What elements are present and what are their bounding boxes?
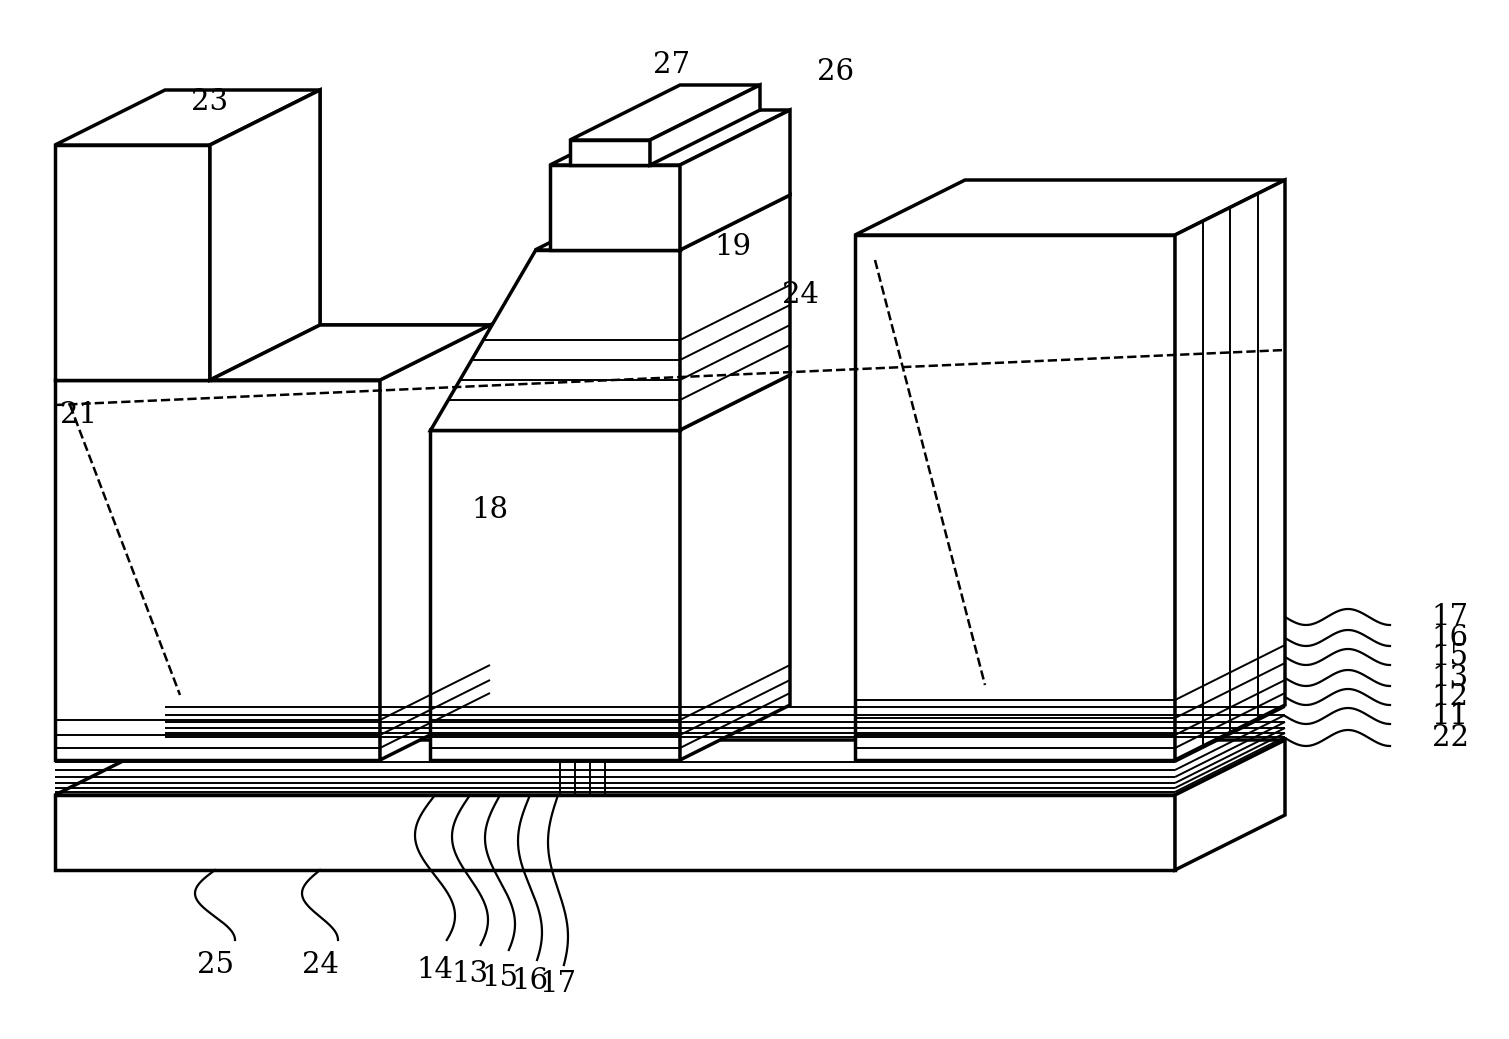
Polygon shape (54, 325, 490, 380)
Text: 14: 14 (416, 956, 454, 984)
Polygon shape (430, 430, 681, 760)
Text: 24: 24 (782, 281, 818, 309)
Polygon shape (54, 380, 380, 760)
Polygon shape (54, 795, 1176, 870)
Polygon shape (430, 250, 681, 430)
Polygon shape (570, 140, 650, 165)
Text: 21: 21 (59, 401, 97, 429)
Polygon shape (1176, 740, 1286, 870)
Text: 23: 23 (192, 88, 228, 116)
Polygon shape (856, 235, 1176, 760)
Polygon shape (549, 110, 791, 165)
Polygon shape (54, 740, 1286, 795)
Text: 17: 17 (539, 970, 576, 998)
Polygon shape (650, 85, 761, 165)
Polygon shape (570, 85, 761, 140)
Polygon shape (549, 165, 681, 250)
Text: 19: 19 (714, 233, 751, 261)
Text: 16: 16 (1432, 624, 1468, 652)
Text: 12: 12 (1432, 683, 1468, 711)
Polygon shape (54, 145, 210, 380)
Text: 15: 15 (1432, 643, 1468, 671)
Polygon shape (430, 375, 791, 430)
Polygon shape (210, 325, 490, 380)
Polygon shape (380, 325, 490, 760)
Text: 24: 24 (302, 951, 338, 979)
Text: 26: 26 (818, 58, 854, 86)
Text: 27: 27 (653, 51, 691, 79)
Text: 15: 15 (481, 964, 519, 992)
Polygon shape (210, 90, 320, 380)
Text: 16: 16 (512, 967, 549, 995)
Text: 13: 13 (1432, 664, 1468, 692)
Text: 13: 13 (451, 960, 489, 988)
Polygon shape (536, 195, 791, 250)
Text: 11: 11 (1432, 702, 1468, 730)
Text: 18: 18 (471, 496, 509, 524)
Polygon shape (54, 90, 320, 145)
Polygon shape (681, 110, 791, 250)
Polygon shape (681, 195, 791, 430)
Polygon shape (856, 180, 1286, 235)
Text: 25: 25 (196, 951, 234, 979)
Polygon shape (210, 90, 320, 380)
Polygon shape (1176, 180, 1286, 760)
Text: 22: 22 (1432, 724, 1468, 752)
Text: 17: 17 (1432, 603, 1468, 631)
Polygon shape (681, 375, 791, 760)
